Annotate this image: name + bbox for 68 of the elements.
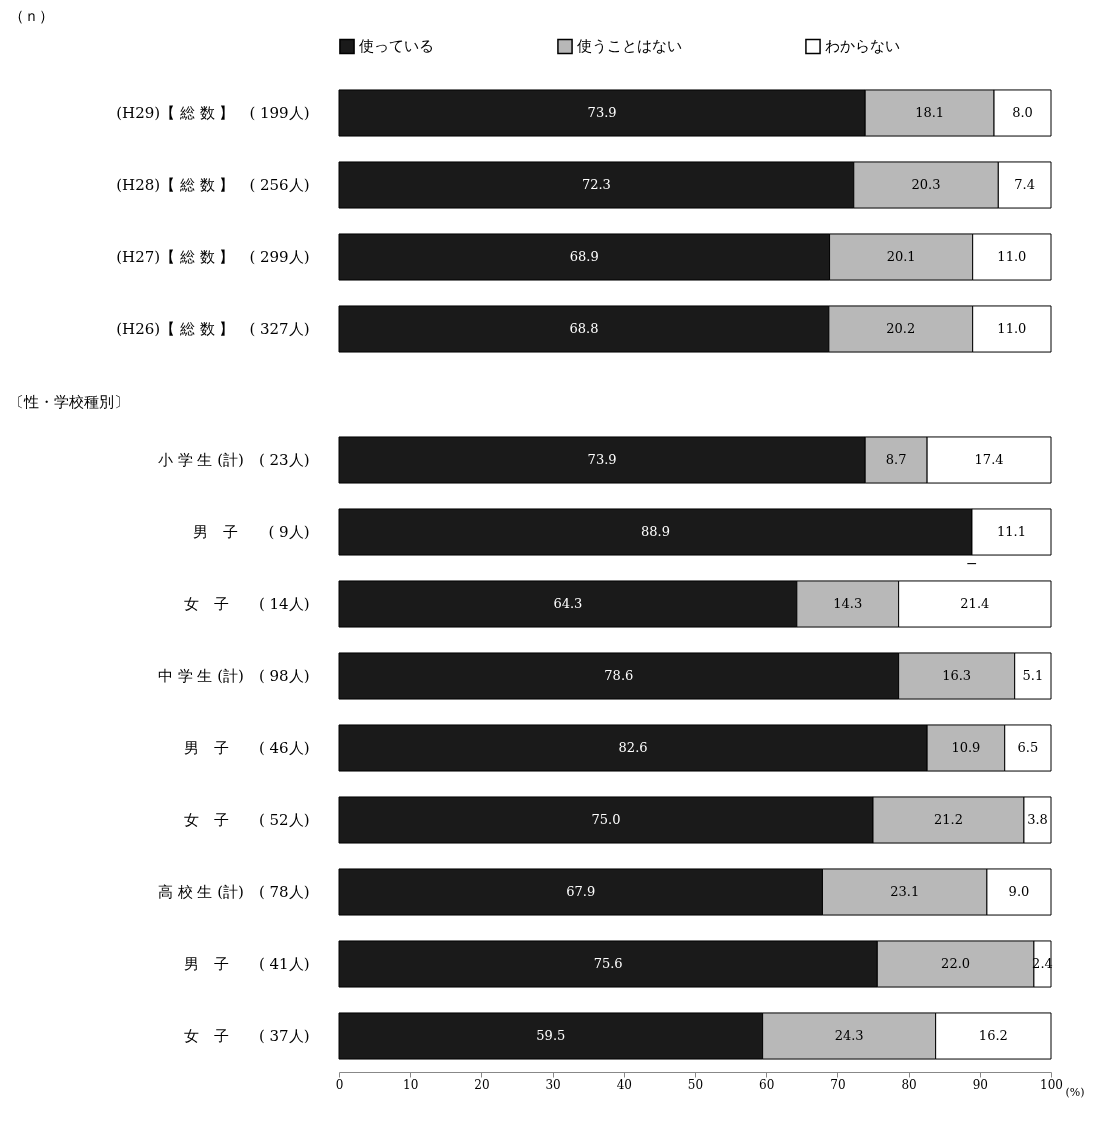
data-label: 64.3 — [553, 596, 583, 611]
data-label: 73.9 — [587, 452, 617, 467]
y-tick-label: (H28)【 総 数 】 ( 256人) — [116, 176, 310, 194]
legend-label: わからない — [825, 37, 900, 56]
data-label: 75.0 — [591, 812, 621, 827]
data-label: 20.3 — [911, 177, 941, 192]
x-tick-label: 70 — [830, 1077, 846, 1092]
legend-label: 使うことはない — [577, 37, 682, 56]
data-label: 23.1 — [890, 884, 920, 899]
x-tick-label: 80 — [901, 1077, 917, 1092]
data-label: 22.0 — [941, 956, 971, 971]
legend-label: 使っている — [359, 37, 434, 56]
data-label: 68.8 — [569, 321, 599, 336]
data-label: 73.9 — [587, 105, 617, 120]
y-tick-label: 女 子 ( 52人) — [183, 811, 310, 829]
data-label: 5.1 — [1022, 668, 1044, 683]
data-label: 18.1 — [915, 105, 945, 120]
data-label: 3.8 — [1027, 812, 1048, 827]
y-tick-label: 女 子 ( 37人) — [183, 1027, 310, 1045]
data-label: 11.0 — [997, 249, 1027, 264]
x-tick-label: 40 — [616, 1077, 632, 1092]
data-label: 20.1 — [886, 249, 916, 264]
y-tick-label: 男 子 ( 9人) — [193, 523, 310, 541]
x-tick-label: 10 — [403, 1077, 419, 1092]
text: （ｎ） — [9, 7, 54, 25]
y-tick-label: 女 子 ( 14人) — [183, 595, 310, 613]
data-label: 11.1 — [997, 524, 1026, 539]
data-label: 6.5 — [1017, 740, 1039, 755]
x-tick-label: 30 — [545, 1077, 561, 1092]
x-tick-label: 90 — [972, 1077, 988, 1092]
x-axis-title: (%) — [1065, 1085, 1085, 1099]
data-label: 72.3 — [581, 177, 611, 192]
y-tick-label: (H27)【 総 数 】 ( 299人) — [116, 248, 310, 266]
y-tick-label: 男 子 ( 46人) — [183, 739, 310, 757]
data-label: 82.6 — [618, 740, 648, 755]
data-label: 24.3 — [834, 1028, 864, 1043]
data-label: 17.4 — [974, 452, 1004, 467]
data-label: 67.9 — [566, 884, 596, 899]
y-tick-label: 中 学 生 (計) ( 98人) — [157, 667, 310, 685]
data-label: 88.9 — [641, 524, 670, 539]
x-tick-label: 20 — [474, 1077, 490, 1092]
data-label: 21.4 — [960, 596, 990, 611]
y-tick-label: (H29)【 総 数 】 ( 199人) — [116, 104, 310, 122]
data-label: 16.2 — [978, 1028, 1008, 1043]
data-label: 8.7 — [885, 452, 907, 467]
data-label: 21.2 — [934, 812, 963, 827]
x-tick-label: 0 — [335, 1077, 344, 1092]
data-label: 9.0 — [1008, 884, 1030, 899]
x-tick-label: 50 — [687, 1077, 704, 1092]
data-label: 78.6 — [604, 668, 634, 683]
data-label: 59.5 — [536, 1028, 566, 1043]
y-tick-label: 男 子 ( 41人) — [183, 955, 310, 973]
data-label: 16.3 — [942, 668, 972, 683]
y-tick-label: (H26)【 総 数 】 ( 327人) — [116, 320, 310, 338]
data-label: 14.3 — [833, 596, 863, 611]
data-label: 7.4 — [1014, 177, 1035, 192]
data-label: 75.6 — [593, 956, 623, 971]
x-tick-label: 100 — [1040, 1077, 1063, 1092]
data-label: 8.0 — [1012, 105, 1033, 120]
x-tick-label: 60 — [759, 1077, 775, 1092]
y-tick-label: 高 校 生 (計) ( 78人) — [157, 883, 310, 901]
y-tick-label: 小 学 生 (計) ( 23人) — [157, 451, 310, 469]
data-label: 11.0 — [997, 321, 1027, 336]
data-label: 20.2 — [886, 321, 916, 336]
text: 〔性・学校種別〕 — [9, 393, 129, 411]
annotation: − — [966, 555, 978, 571]
data-label: 10.9 — [951, 740, 981, 755]
data-label: 68.9 — [569, 249, 599, 264]
